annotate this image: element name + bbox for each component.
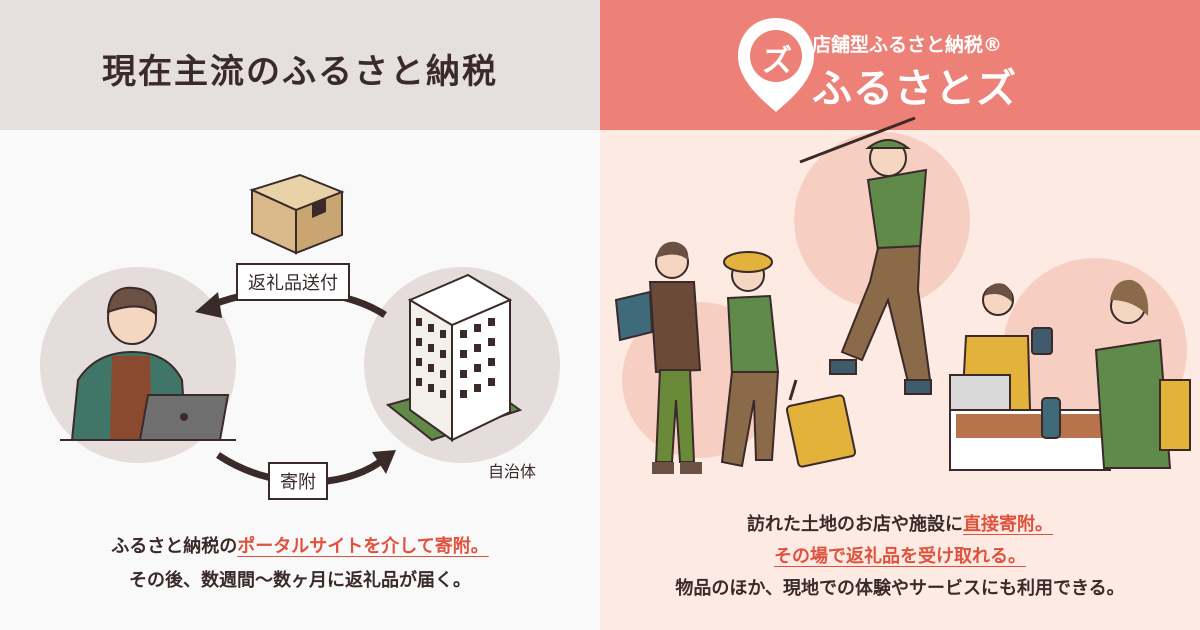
right-caption-3: 物品のほか、現地での体験やサービスにも利用できる。 <box>675 578 1125 599</box>
right-caption-1-prefix: 訪れた土地のお店や施設に <box>747 514 963 535</box>
package-box-icon <box>249 173 345 255</box>
right-caption-1-highlight: 直接寄附。 <box>963 514 1053 535</box>
left-caption-1: ふるさと納税のポータルサイトを介して寄附。 <box>0 532 600 558</box>
traveler-reading-illustration <box>614 241 702 474</box>
tag-send-gift: 返礼品送付 <box>236 263 350 301</box>
brand-name: ふるさとズ <box>812 66 1017 112</box>
person-laptop-illustration <box>60 286 236 441</box>
left-caption-1-highlight: ポータルサイトを介して寄附。 <box>237 536 489 557</box>
left-header <box>0 0 600 130</box>
right-header <box>600 0 1200 130</box>
logo-glyph: ズ <box>762 44 792 79</box>
municipality-label: 自治体 <box>488 462 537 481</box>
left-title: 現在主流のふるさと納税 <box>102 52 498 92</box>
traveler-suitcase-illustration <box>720 251 857 468</box>
left-caption-2: その後、数週間〜数ヶ月に返礼品が届く。 <box>129 570 471 591</box>
municipal-building-illustration <box>385 273 523 442</box>
tag-donation: 寄附 <box>268 462 328 500</box>
brand-subtitle: 店舗型ふるさと納税® <box>812 34 1003 56</box>
right-caption-1: 訪れた土地のお店や施設に直接寄附。 <box>600 510 1200 536</box>
left-caption-1-prefix: ふるさと納税の <box>111 536 238 557</box>
furusatoz-logo-icon <box>738 18 814 112</box>
right-caption-2-highlight: その場で返礼品を受け取れる。 <box>774 546 1026 567</box>
right-caption-2: その場で返礼品を受け取れる。 <box>600 542 1200 568</box>
shop-scene-illustration <box>949 279 1191 471</box>
golfer-illustration <box>799 116 932 395</box>
